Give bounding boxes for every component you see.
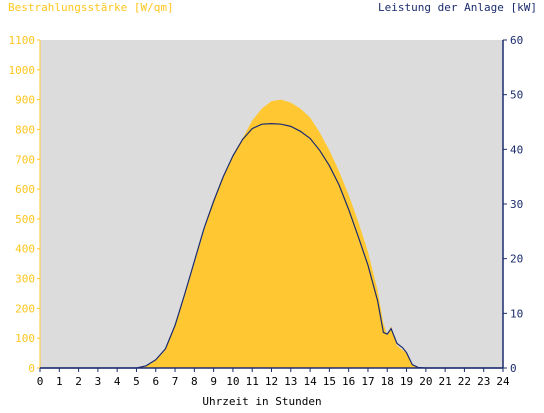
x-tick-label: 24 xyxy=(496,375,510,388)
right-tick-label: 0 xyxy=(510,362,517,375)
right-axis-title: Leistung der Anlage [kW] xyxy=(378,1,537,14)
right-tick-label: 20 xyxy=(510,253,523,266)
irradiance-area xyxy=(40,99,503,368)
left-tick-label: 500 xyxy=(15,213,35,226)
x-tick-label: 23 xyxy=(477,375,490,388)
x-tick-label: 15 xyxy=(323,375,336,388)
left-tick-label: 100 xyxy=(15,332,35,345)
left-tick-label: 600 xyxy=(15,183,35,196)
x-tick-label: 12 xyxy=(265,375,278,388)
x-tick-label: 10 xyxy=(226,375,239,388)
power-line xyxy=(40,123,503,369)
left-tick-label: 800 xyxy=(15,123,35,136)
x-tick-label: 6 xyxy=(152,375,159,388)
x-tick-label: 2 xyxy=(75,375,82,388)
x-axis-label: Uhrzeit in Stunden xyxy=(202,395,321,408)
left-tick-label: 0 xyxy=(28,362,35,375)
x-tick-label: 11 xyxy=(246,375,259,388)
x-tick-label: 1 xyxy=(56,375,63,388)
series-layer xyxy=(40,99,503,369)
x-tick-label: 21 xyxy=(439,375,452,388)
right-tick-label: 40 xyxy=(510,143,523,156)
axes-layer: 0100200300400500600700800900100011000102… xyxy=(9,34,524,388)
right-tick-label: 60 xyxy=(510,34,523,47)
x-tick-label: 4 xyxy=(114,375,121,388)
x-tick-label: 14 xyxy=(303,375,317,388)
x-tick-label: 8 xyxy=(191,375,198,388)
x-tick-label: 3 xyxy=(95,375,102,388)
left-tick-label: 400 xyxy=(15,243,35,256)
x-tick-label: 5 xyxy=(133,375,140,388)
right-tick-label: 30 xyxy=(510,198,523,211)
x-tick-label: 9 xyxy=(210,375,217,388)
x-tick-label: 13 xyxy=(284,375,297,388)
left-tick-label: 200 xyxy=(15,302,35,315)
right-tick-label: 50 xyxy=(510,89,523,102)
x-tick-label: 16 xyxy=(342,375,355,388)
x-tick-label: 19 xyxy=(400,375,413,388)
right-tick-label: 10 xyxy=(510,307,523,320)
left-tick-label: 300 xyxy=(15,273,35,286)
x-tick-label: 0 xyxy=(37,375,44,388)
left-tick-label: 700 xyxy=(15,153,35,166)
x-tick-label: 18 xyxy=(381,375,394,388)
left-tick-label: 1000 xyxy=(9,64,36,77)
left-axis-title: Bestrahlungsstärke [W/qm] xyxy=(8,1,174,14)
x-tick-label: 20 xyxy=(419,375,432,388)
left-tick-label: 1100 xyxy=(9,34,36,47)
x-tick-label: 17 xyxy=(361,375,374,388)
left-tick-label: 900 xyxy=(15,94,35,107)
x-tick-label: 22 xyxy=(458,375,471,388)
x-tick-label: 7 xyxy=(172,375,179,388)
